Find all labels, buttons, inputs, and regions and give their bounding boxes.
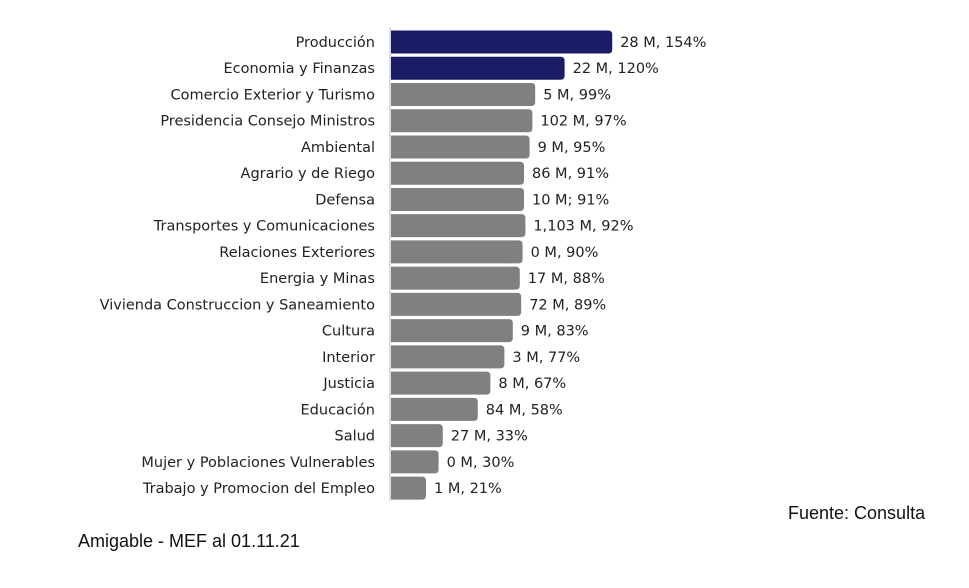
bar: [391, 424, 443, 448]
bar: [391, 397, 478, 421]
source-note: Fuente: Consulta: [788, 503, 926, 523]
data-label: 72 M, 89%: [529, 297, 606, 313]
bar: [391, 214, 526, 238]
category-label: Producción: [296, 35, 375, 51]
bar: [391, 187, 524, 211]
category-label: Educación: [301, 402, 375, 418]
category-label: Defensa: [315, 192, 375, 208]
data-label: 0 M, 90%: [531, 245, 599, 261]
bar: [391, 319, 513, 343]
footer-note: Amigable - MEF al 01.11.21: [78, 531, 300, 551]
bar: [391, 345, 505, 369]
category-label: Interior: [322, 350, 375, 366]
data-label: 1,103 M, 92%: [533, 219, 633, 235]
bar: [391, 161, 524, 185]
category-label: Transportes y Comunicaciones: [153, 219, 375, 235]
bar: [391, 266, 520, 290]
category-label: Comercio Exterior y Turismo: [170, 87, 375, 103]
bar: [391, 450, 439, 474]
data-label: 84 M, 58%: [486, 402, 563, 418]
data-label: 17 M, 88%: [528, 271, 605, 287]
data-label: 8 M, 67%: [498, 376, 566, 392]
bar: [391, 240, 523, 264]
data-label: 1 M, 21%: [434, 481, 502, 497]
category-label: Agrario y de Riego: [241, 166, 376, 182]
category-label: Mujer y Poblaciones Vulnerables: [141, 455, 375, 471]
category-label: Presidencia Consejo Ministros: [160, 114, 375, 130]
data-label: 5 M, 99%: [543, 87, 611, 103]
bar: [391, 82, 536, 106]
data-label: 86 M, 91%: [532, 166, 609, 182]
category-label: Cultura: [322, 324, 375, 340]
data-label: 28 M, 154%: [620, 35, 706, 51]
bar: [391, 109, 533, 133]
bar: [391, 371, 491, 395]
bar: [391, 135, 530, 159]
category-label: Trabajo y Promocion del Empleo: [142, 481, 375, 497]
data-label: 0 M, 30%: [447, 455, 515, 471]
category-label: Economia y Finanzas: [223, 61, 375, 77]
data-label: 27 M, 33%: [451, 429, 528, 445]
category-label: Energia y Minas: [260, 271, 375, 287]
category-label: Salud: [334, 429, 375, 445]
bar: [391, 292, 522, 316]
data-label: 3 M, 77%: [512, 350, 580, 366]
category-label: Relaciones Exteriores: [219, 245, 375, 261]
data-label: 9 M, 83%: [521, 324, 589, 340]
category-label: Vivienda Construccion y Saneamiento: [100, 297, 375, 313]
bar: [391, 476, 426, 500]
bar: [391, 56, 565, 80]
category-label: Justicia: [322, 376, 375, 392]
data-label: 102 M, 97%: [540, 114, 626, 130]
bar: [391, 30, 613, 54]
data-label: 9 M, 95%: [538, 140, 606, 156]
data-label: 10 M; 91%: [532, 192, 609, 208]
category-label: Ambiental: [301, 140, 375, 156]
data-label: 22 M, 120%: [573, 61, 659, 77]
